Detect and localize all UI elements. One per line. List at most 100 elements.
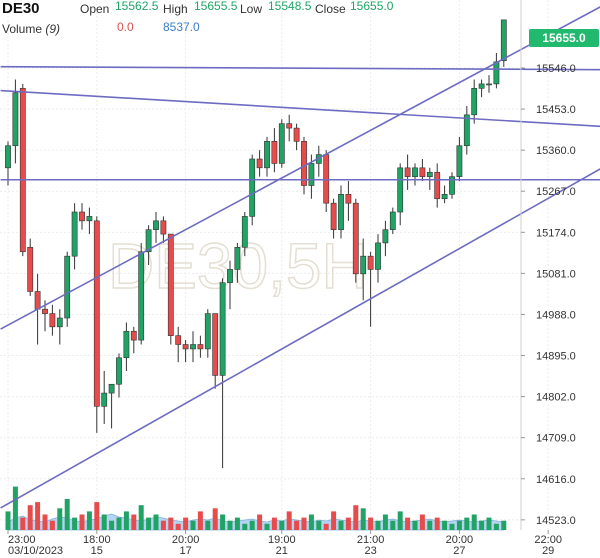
volume-bar [220,514,226,530]
candle-body [101,392,108,407]
time-tick-label: 18:00 [83,534,111,546]
trendline[interactable] [0,152,600,509]
candle [153,212,159,243]
volume-bar [20,517,26,530]
candle-body [404,167,411,177]
candle [345,181,352,221]
trendline[interactable] [0,65,600,71]
candle-body [130,330,137,341]
volume-bar [264,523,270,530]
header: DE30 Open 15562.5 High 15655.5 Low 15548… [2,0,394,36]
volume-bar [35,502,41,530]
candle-body [197,344,204,350]
volume-bar [331,511,337,530]
candle [471,79,478,124]
candle-body [204,313,211,350]
candle-body [323,154,330,204]
volume-bar [27,505,33,530]
candle [64,251,71,327]
volume-bar [12,486,18,530]
candle-body [42,308,48,314]
volume-bar [397,511,403,530]
volume-bar [405,517,411,530]
volume-bar [242,523,248,530]
candle [101,371,108,424]
candle-body [345,194,352,204]
trendline[interactable] [0,0,600,330]
candle [419,159,426,182]
price-tick-label: 14523.0 [536,515,576,527]
candle-body [153,220,159,230]
candle-body [116,357,122,385]
candle [234,242,241,283]
volume-bar [123,511,129,530]
candle [375,234,381,283]
candle-body [338,194,344,230]
volume-bar [286,511,292,530]
symbol-title: DE30 [2,0,40,17]
volume-bar [493,523,499,530]
low-value: 15548.5 [268,0,312,13]
open-value: 15562.5 [115,0,159,13]
volume-bar [5,511,11,530]
volume-bar [479,520,485,530]
close-value: 15655.0 [350,0,394,13]
candle-body [330,202,337,230]
volume-panel [5,486,507,531]
price-tick-label: 15360.0 [536,145,576,157]
candle-body [456,145,463,177]
candle [123,322,130,371]
candle [241,212,248,257]
candle-body [123,330,130,359]
candle [219,278,226,469]
candle-body [234,247,241,270]
candle-body [212,313,219,376]
candle [227,260,233,310]
candle [382,220,389,257]
time-tick-label: 21:00 [357,534,385,546]
volume-bar [353,505,359,530]
trendlines[interactable] [0,0,600,509]
candle-body [12,92,19,147]
candle-body [27,247,34,292]
candle-body [382,229,389,244]
date-tick-label: 17 [179,545,191,557]
candle-body [478,83,485,89]
candle-body [93,220,100,407]
candle [175,326,182,363]
candle-body [397,167,404,213]
volume-bar [471,514,477,530]
candle [167,233,174,345]
candle-body [49,313,56,328]
volume-bar [257,514,263,530]
time-axis: 23:0003/10/202318:001520:001719:002121:0… [7,530,562,557]
volume-bar [42,514,48,530]
time-tick-label: 22:00 [534,534,562,546]
volume-bar [160,520,166,530]
last-price-value: 15655.0 [542,31,586,45]
candle [79,203,85,230]
volume-bar [271,517,277,530]
price-tick-label: 15453.0 [536,104,576,116]
candle [116,353,122,398]
volume-bar [190,520,196,530]
candle [389,207,396,235]
candle [434,163,441,208]
volume-bar [183,517,189,530]
date-tick-label: 27 [453,545,465,557]
candle [486,75,492,93]
volume-bar [501,520,507,530]
candle [27,238,34,296]
candle [56,309,63,345]
price-tick-label: 14895.0 [536,351,576,363]
candle-body [190,344,196,350]
volume-bar [72,517,78,530]
price-axis: 15546.0 15453.0 15360.0 15267.0 15174.0 15081… [521,63,576,527]
candle-body [449,176,455,195]
candle-body [167,233,174,336]
trendline[interactable] [0,89,600,129]
volume-bar [442,520,448,530]
candle-body [160,220,167,235]
candle [182,340,189,363]
